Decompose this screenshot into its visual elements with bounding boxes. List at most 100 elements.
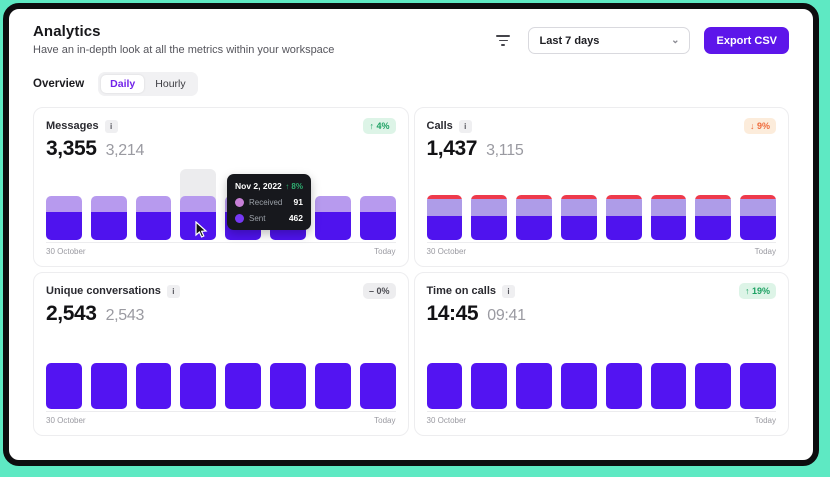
bar-day-5[interactable]: [225, 363, 262, 409]
primary-value: 2,543: [46, 302, 97, 325]
bar-day-8[interactable]: [740, 194, 776, 240]
bar-day-5[interactable]: [605, 194, 642, 240]
primary-value: 14:45: [426, 302, 479, 325]
primary-value: 3,355: [46, 137, 97, 160]
card-title: Calls: [426, 120, 453, 132]
bar-day-1[interactable]: [46, 169, 82, 240]
bar-day-4[interactable]: [560, 194, 597, 240]
bar-day-3[interactable]: [516, 194, 552, 240]
bar-day-2[interactable]: [471, 194, 508, 240]
x-axis: 30 October Today: [46, 242, 396, 256]
card-title: Time on calls: [426, 285, 497, 297]
tooltip-date: Nov 2, 2022: [235, 181, 282, 191]
x-axis: 30 October Today: [426, 411, 776, 425]
bar-day-6[interactable]: [650, 194, 687, 240]
received-dot-icon: [235, 197, 244, 207]
card-unique-conversations: Unique conversations i – 0% 2,543 2,543: [33, 272, 409, 436]
tab-hourly[interactable]: Hourly: [155, 78, 186, 90]
unique-conversations-bar-chart: 30 October Today: [46, 363, 396, 425]
value-row: 2,543 2,543: [46, 302, 396, 326]
bar-day-8[interactable]: [359, 363, 396, 409]
bar-day-6[interactable]: [270, 363, 306, 409]
trend-badge: ↑ 4%: [363, 118, 396, 134]
trend-badge: – 0%: [362, 283, 396, 299]
card-messages: Messages i ↑ 4% 3,355 3,214: [33, 107, 409, 267]
bars-row: [46, 363, 396, 409]
axis-end-label: Today: [374, 247, 396, 256]
bar-day-4[interactable]: [560, 363, 597, 409]
card-calls: Calls i ↓ 9% 1,437 3,115: [413, 107, 789, 267]
info-icon[interactable]: i: [166, 284, 180, 298]
bar-day-5[interactable]: [605, 363, 642, 409]
bar-day-4-hovered[interactable]: [180, 169, 217, 240]
card-title: Unique conversations: [46, 285, 161, 297]
header-controls: Last 7 days ⌄ Export CSV: [492, 27, 789, 54]
card-head: Calls i ↓ 9%: [426, 118, 776, 134]
bar-day-1[interactable]: [426, 363, 463, 409]
tooltip-change: ↑ 8%: [285, 181, 303, 191]
bar-day-7[interactable]: [695, 363, 732, 409]
bar-day-3[interactable]: [516, 363, 552, 409]
analytics-page: Analytics Have an in-depth look at all t…: [9, 9, 813, 460]
chart-tooltip: Nov 2, 2022 ↑ 8% Received 91 Sent 462: [227, 174, 311, 230]
chevron-down-icon: ⌄: [671, 35, 680, 46]
value-row: 3,355 3,214: [46, 137, 396, 161]
card-time-on-calls: Time on calls i ↑ 19% 14:45 09:41: [413, 272, 789, 436]
bar-day-2[interactable]: [90, 169, 127, 240]
tooltip-value: 91: [293, 197, 303, 207]
tab-daily[interactable]: Daily: [101, 75, 145, 93]
axis-end-label: Today: [754, 247, 776, 256]
filter-icon[interactable]: [492, 30, 514, 52]
interval-toggle: Daily Hourly: [98, 72, 198, 96]
calls-bar-chart: 30 October Today: [426, 194, 776, 256]
bar-day-8[interactable]: [740, 363, 776, 409]
header-titles: Analytics Have an in-depth look at all t…: [33, 23, 334, 56]
x-axis: 30 October Today: [46, 411, 396, 425]
bar-day-2[interactable]: [471, 363, 508, 409]
bar-day-1[interactable]: [46, 363, 82, 409]
axis-start-label: 30 October: [46, 416, 86, 425]
bar-day-6[interactable]: [650, 363, 687, 409]
card-head: Time on calls i ↑ 19%: [426, 283, 776, 299]
bar-day-2[interactable]: [90, 363, 127, 409]
secondary-value: 09:41: [487, 307, 526, 324]
sent-dot-icon: [235, 213, 244, 223]
value-row: 14:45 09:41: [427, 302, 777, 326]
axis-start-label: 30 October: [426, 416, 467, 425]
bar-day-8[interactable]: [359, 169, 396, 240]
page-header: Analytics Have an in-depth look at all t…: [33, 23, 789, 56]
overview-label: Overview: [33, 78, 85, 90]
info-icon[interactable]: i: [458, 119, 472, 133]
bar-day-7[interactable]: [314, 363, 351, 409]
x-axis: 30 October Today: [426, 242, 776, 256]
tooltip-header: Nov 2, 2022 ↑ 8%: [235, 181, 303, 191]
card-head: Unique conversations i – 0%: [46, 283, 396, 299]
date-range-select[interactable]: Last 7 days ⌄: [528, 27, 691, 54]
axis-start-label: 30 October: [426, 247, 467, 256]
tooltip-row-sent: Sent 462: [235, 213, 303, 223]
bar-day-3[interactable]: [135, 363, 172, 409]
bar-day-3[interactable]: [135, 169, 172, 240]
bar-day-1[interactable]: [426, 194, 463, 240]
export-csv-button[interactable]: Export CSV: [704, 27, 789, 54]
tooltip-value: 462: [288, 213, 303, 223]
overview-row: Overview Daily Hourly: [33, 72, 789, 96]
axis-end-label: Today: [754, 416, 776, 425]
axis-end-label: Today: [374, 416, 396, 425]
primary-value: 1,437: [426, 137, 478, 160]
secondary-value: 3,214: [105, 142, 145, 159]
bar-day-4[interactable]: [180, 363, 217, 409]
page-title: Analytics: [33, 23, 101, 40]
bar-day-7[interactable]: [695, 194, 732, 240]
info-icon[interactable]: i: [502, 284, 515, 298]
info-icon[interactable]: i: [104, 119, 118, 133]
bar-day-7[interactable]: [314, 169, 351, 240]
axis-start-label: 30 October: [46, 247, 86, 256]
tooltip-label: Received: [249, 197, 283, 207]
date-range-value: Last 7 days: [539, 34, 600, 47]
page-subtitle: Have an in-depth look at all the metrics…: [33, 44, 335, 56]
secondary-value: 2,543: [105, 307, 145, 324]
tooltip-label: Sent: [249, 213, 266, 223]
card-head: Messages i ↑ 4%: [46, 118, 396, 134]
bars-row: [426, 194, 776, 240]
